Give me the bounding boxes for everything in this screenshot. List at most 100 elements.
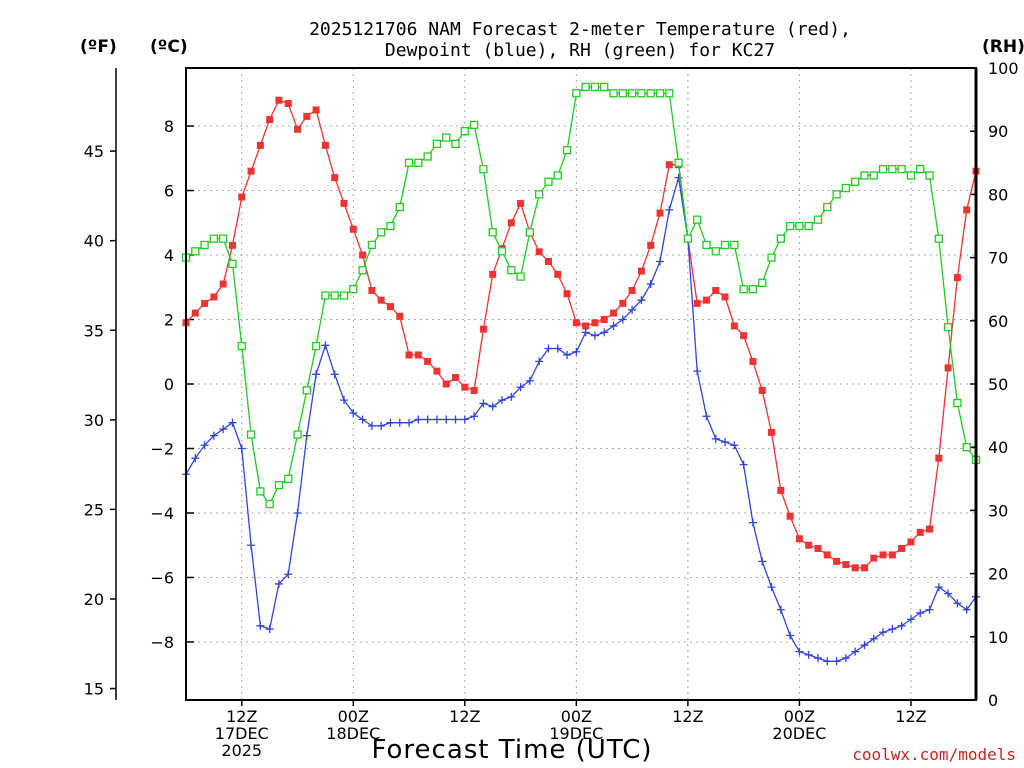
dewpoint-point [340, 396, 348, 405]
rh-point [693, 215, 702, 224]
rh-point [228, 259, 237, 269]
2-meter-temperature-point [879, 551, 887, 559]
dewpoint-point [386, 418, 395, 427]
2-meter-temperature-point [396, 312, 404, 320]
2-meter-temperature-point [489, 270, 497, 278]
celsius-unit-label: (ºC) [150, 37, 188, 57]
dewpoint-point [488, 402, 497, 411]
rh-axis: 0 10 20 30 40 50 60 70 80 90 100 [970, 59, 1019, 710]
2-meter-temperature-point [935, 454, 943, 462]
rh-point [665, 89, 674, 98]
rh-point [200, 240, 209, 250]
2-meter-temperature-series [182, 96, 980, 572]
dewpoint-point [256, 621, 265, 630]
plot-frame [185, 67, 977, 701]
rh-point [860, 171, 869, 180]
2-meter-temperature-point [247, 167, 255, 175]
celsius-tick-label: 6 [164, 182, 174, 201]
rh-point [609, 89, 618, 98]
2-meter-temperature-point [898, 544, 906, 552]
2-meter-temperature-point [823, 551, 831, 559]
2-meter-temperature-point [656, 209, 664, 217]
celsius-tick-label: −6 [150, 568, 174, 587]
2-meter-temperature-point [833, 557, 841, 565]
dewpoint-point [535, 357, 544, 366]
dewpoint-point [293, 508, 302, 517]
dewpoint-series [182, 173, 980, 666]
dewpoint-point [628, 305, 637, 314]
dewpoint-point [563, 350, 572, 359]
grid-lines [186, 68, 976, 700]
dewpoint-point [609, 321, 618, 330]
2-meter-temperature-point [591, 319, 599, 327]
rh-point [349, 285, 358, 294]
rh-point [311, 341, 321, 351]
rh-point [544, 177, 553, 186]
2-meter-temperature-point [610, 309, 618, 317]
dewpoint-line [185, 177, 977, 662]
dewpoint-point [349, 409, 358, 418]
2-meter-temperature-point [470, 386, 478, 394]
celsius-axis: −8 −6 −4 −2 0 2 4 6 8 [150, 117, 194, 652]
rh-point [813, 215, 823, 224]
2-meter-temperature-point [507, 219, 515, 227]
rh-point [804, 221, 813, 231]
rh-point [209, 234, 219, 243]
dewpoint-point [516, 383, 525, 392]
fahrenheit-tick-label: 15 [84, 680, 104, 699]
rh-point [683, 234, 693, 243]
rh-point [460, 127, 469, 136]
dewpoint-point [730, 441, 739, 450]
dewpoint-point [590, 331, 599, 340]
dewpoint-point [377, 421, 386, 430]
dewpoint-point [693, 367, 702, 376]
dewpoint-point [228, 418, 237, 427]
dewpoint-point [962, 605, 971, 614]
dewpoint-point [312, 370, 321, 379]
rh-point [711, 247, 720, 256]
2-meter-temperature-point [795, 535, 803, 543]
rh-point [497, 247, 507, 256]
x-tick-label: 12Z [449, 707, 480, 726]
dewpoint-point [953, 599, 962, 608]
dewpoint-point [423, 415, 432, 424]
x-tick-label: 19DEC [549, 724, 603, 743]
dewpoint-point [758, 557, 767, 566]
rh-tick-label: 90 [988, 122, 1008, 141]
2-meter-temperature-point [414, 351, 422, 359]
rh-unit-label: (RH) [982, 37, 1024, 57]
dewpoint-point [795, 647, 804, 656]
dewpoint-point [786, 631, 795, 640]
rh-point [572, 89, 581, 98]
dewpoint-point [916, 608, 925, 617]
2-meter-temperature-point [554, 270, 562, 278]
rh-point [906, 171, 916, 180]
rh-point [479, 164, 488, 174]
dewpoint-point [209, 431, 218, 440]
rh-point [535, 190, 544, 199]
2-meter-temperature-point [860, 564, 868, 572]
x-tick-label: 12Z [226, 707, 257, 726]
2-meter-temperature-point [870, 554, 878, 562]
rh-point [739, 285, 748, 294]
2-meter-temperature-point [749, 357, 757, 365]
2-meter-temperature-point [544, 257, 552, 265]
dewpoint-point [674, 173, 683, 182]
x-tick-label: 12Z [672, 707, 703, 726]
dewpoint-point [470, 412, 479, 421]
dewpoint-point [711, 434, 720, 443]
2-meter-temperature-point [758, 386, 766, 394]
dewpoint-point [460, 415, 469, 424]
rh-point [646, 89, 655, 98]
2-meter-temperature-point [452, 374, 460, 382]
2-meter-temperature-point [303, 112, 311, 120]
dewpoint-point [776, 605, 785, 614]
rh-point [284, 474, 293, 483]
2-meter-temperature-point [284, 99, 292, 107]
dewpoint-point [841, 654, 850, 663]
2-meter-temperature-point [228, 241, 236, 249]
x-tick-label: 00Z [784, 707, 815, 726]
rh-point [702, 240, 711, 250]
rh-point [767, 253, 776, 262]
2-meter-temperature-point [479, 325, 487, 333]
